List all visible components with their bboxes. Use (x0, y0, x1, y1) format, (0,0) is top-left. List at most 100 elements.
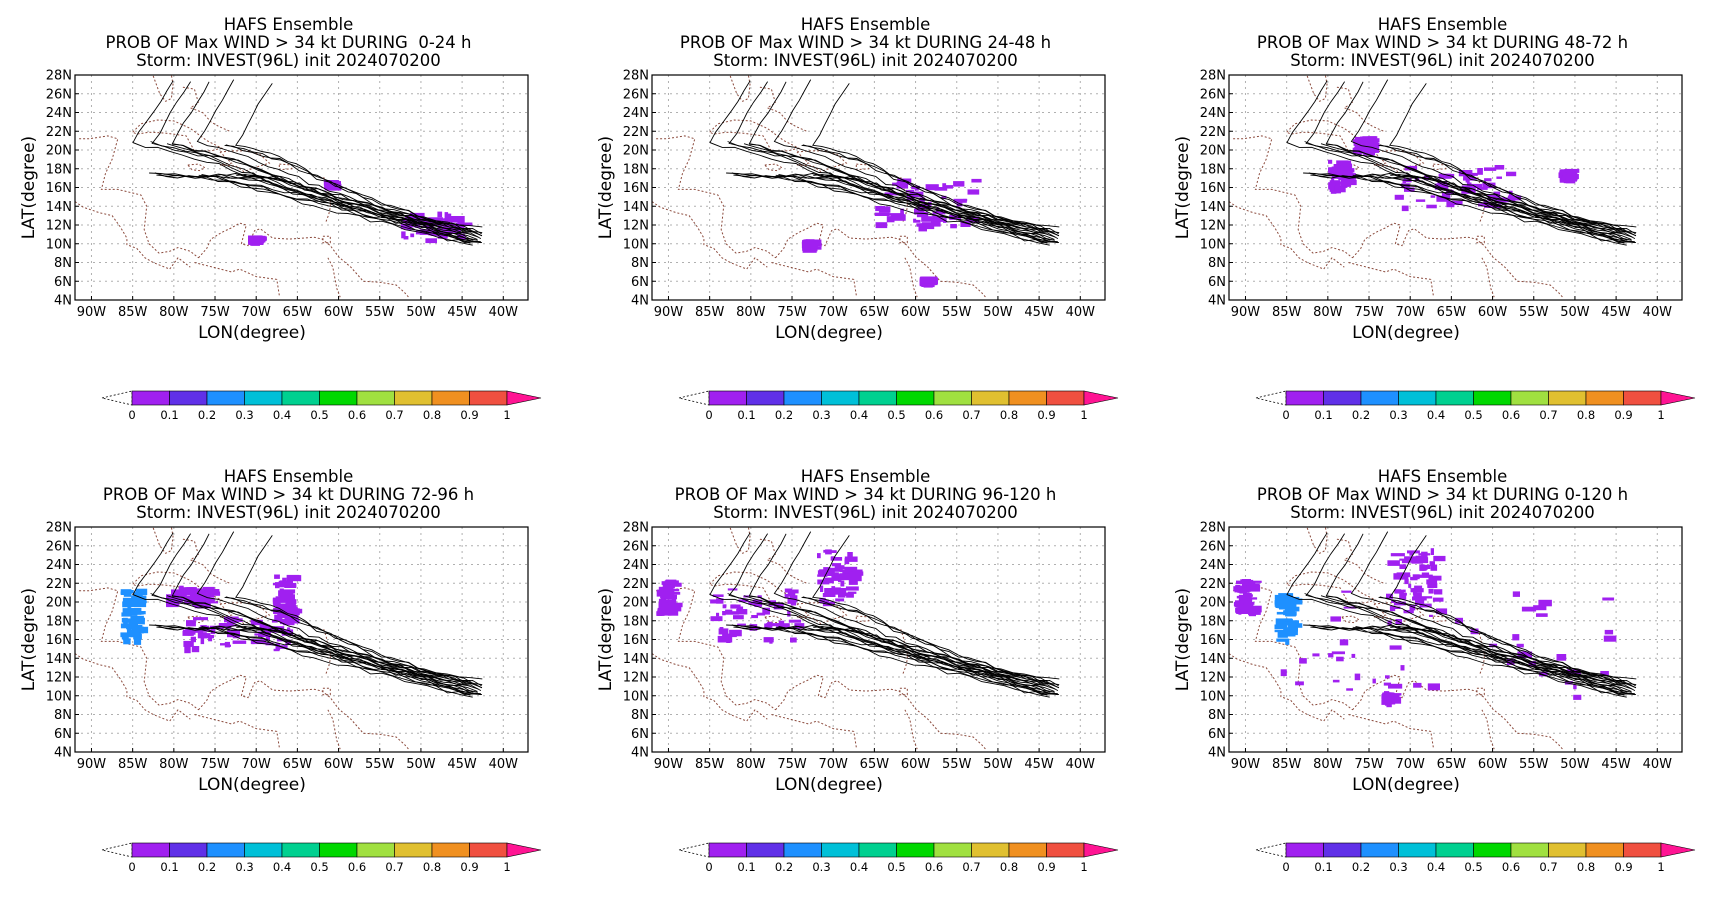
probability-area (844, 560, 850, 565)
colorbar-bin (933, 390, 972, 406)
colorbar-bin (1360, 842, 1399, 858)
coastline (904, 709, 918, 750)
colorbar: 0 0.1 0.2 0.3 0.4 0.5 0.6 0.7 0.8 0.9 1 (101, 842, 542, 874)
y-tick-label: 18N (46, 162, 72, 177)
probability-area (1334, 186, 1339, 191)
probability-area (1573, 684, 1577, 690)
probability-area (971, 178, 982, 183)
probability-area (1351, 653, 1356, 658)
y-tick-label: 18N (1200, 614, 1226, 629)
probability-area (1288, 623, 1303, 628)
probability-area (784, 593, 789, 599)
colorbar-over-triangle (1660, 390, 1696, 406)
probability-area (660, 599, 673, 604)
colorbar-bin (1285, 842, 1324, 858)
y-tick-label: 20N (623, 596, 649, 611)
x-tick-label: 75W (200, 305, 230, 320)
y-tick-label: 6N (54, 727, 72, 742)
probability-area (127, 606, 131, 612)
x-tick-label: 75W (1354, 757, 1384, 772)
ensemble-track (1355, 173, 1635, 243)
x-tick-label: 60W (1478, 757, 1508, 772)
probability-area (1410, 588, 1424, 593)
y-axis-label: LAT(degree) (596, 588, 616, 691)
probability-area (279, 588, 284, 592)
grid-lines (1229, 74, 1682, 301)
probability-area (123, 638, 131, 645)
probability-area (896, 181, 909, 189)
probability-area (1247, 598, 1253, 606)
probability-area (921, 216, 933, 222)
coastline (1341, 615, 1361, 624)
y-tick-label: 12N (46, 671, 72, 686)
probability-area (1427, 583, 1438, 588)
probability-area (1343, 168, 1355, 173)
colorbar-over-triangle (1660, 842, 1696, 858)
probability-area (285, 639, 291, 645)
probability-area (1248, 605, 1262, 613)
colorbar-label: 1 (1657, 408, 1664, 422)
probability-area (829, 550, 837, 553)
probability-area (1400, 665, 1405, 671)
probability-area (886, 216, 895, 223)
probability-area (1429, 561, 1435, 567)
probability-area (278, 590, 291, 597)
colorbar-bin (131, 390, 170, 406)
x-tick-label: 45W (447, 757, 477, 772)
x-tick-label: 70W (818, 305, 848, 320)
probability-area (830, 557, 843, 561)
grid-lines (1229, 526, 1682, 753)
probability-area (188, 588, 203, 595)
probability-area (1430, 195, 1436, 198)
y-tick-label: 4N (1208, 294, 1226, 309)
probability-area (788, 619, 802, 623)
colorbar-bin (708, 842, 747, 858)
x-tick-label: 55W (1519, 757, 1549, 772)
probability-area (956, 202, 963, 207)
probability-area (456, 236, 466, 240)
colorbar-label: 0 (128, 408, 135, 422)
probability-area (279, 581, 288, 588)
coastlines (74, 74, 409, 298)
coastline (182, 538, 231, 584)
colorbar-bin (971, 390, 1010, 406)
probability-area (657, 609, 663, 616)
x-axis-label: LON(degree) (1352, 323, 1460, 343)
probability-area (754, 601, 762, 607)
probability-area (1372, 678, 1376, 684)
colorbar-bin (858, 390, 897, 406)
probability-area (287, 591, 294, 595)
x-tick-label: 55W (365, 757, 395, 772)
probability-area (252, 639, 266, 645)
x-tick-label: 40W (1643, 305, 1673, 320)
probability-area (1340, 180, 1352, 187)
ensemble-track (235, 535, 478, 693)
probability-area (1494, 165, 1505, 170)
probability-area (1335, 165, 1340, 171)
coastline (1352, 674, 1563, 750)
probability-area (1415, 199, 1426, 202)
probability-area (1427, 683, 1440, 691)
y-tick-label: 22N (46, 577, 72, 592)
probability-area (736, 609, 748, 615)
probability-area (135, 588, 148, 595)
coastlines (651, 526, 986, 750)
probability-area (1283, 627, 1298, 632)
ensemble-track (1326, 595, 1636, 696)
coastline (899, 687, 908, 696)
probability-area (1451, 200, 1463, 204)
colorbar-bin (319, 842, 358, 858)
probability-area (1340, 166, 1348, 173)
probability-area (794, 623, 805, 629)
probability-area (1433, 555, 1446, 562)
ensemble-track (812, 173, 1050, 242)
probability-area (193, 617, 208, 621)
ensemble-track (154, 624, 473, 698)
ensemble-track (773, 79, 1059, 239)
colorbar-label: 0.3 (1389, 408, 1407, 422)
colorbar-bin (431, 842, 470, 858)
map-panel: HAFS Ensemble PROB OF Max WIND > 34 kt DU… (0, 0, 577, 452)
x-tick-label: 75W (200, 757, 230, 772)
panel-storm-line: Storm: INVEST(96L) init 2024070200 (1290, 51, 1595, 70)
probability-area (1402, 589, 1406, 593)
